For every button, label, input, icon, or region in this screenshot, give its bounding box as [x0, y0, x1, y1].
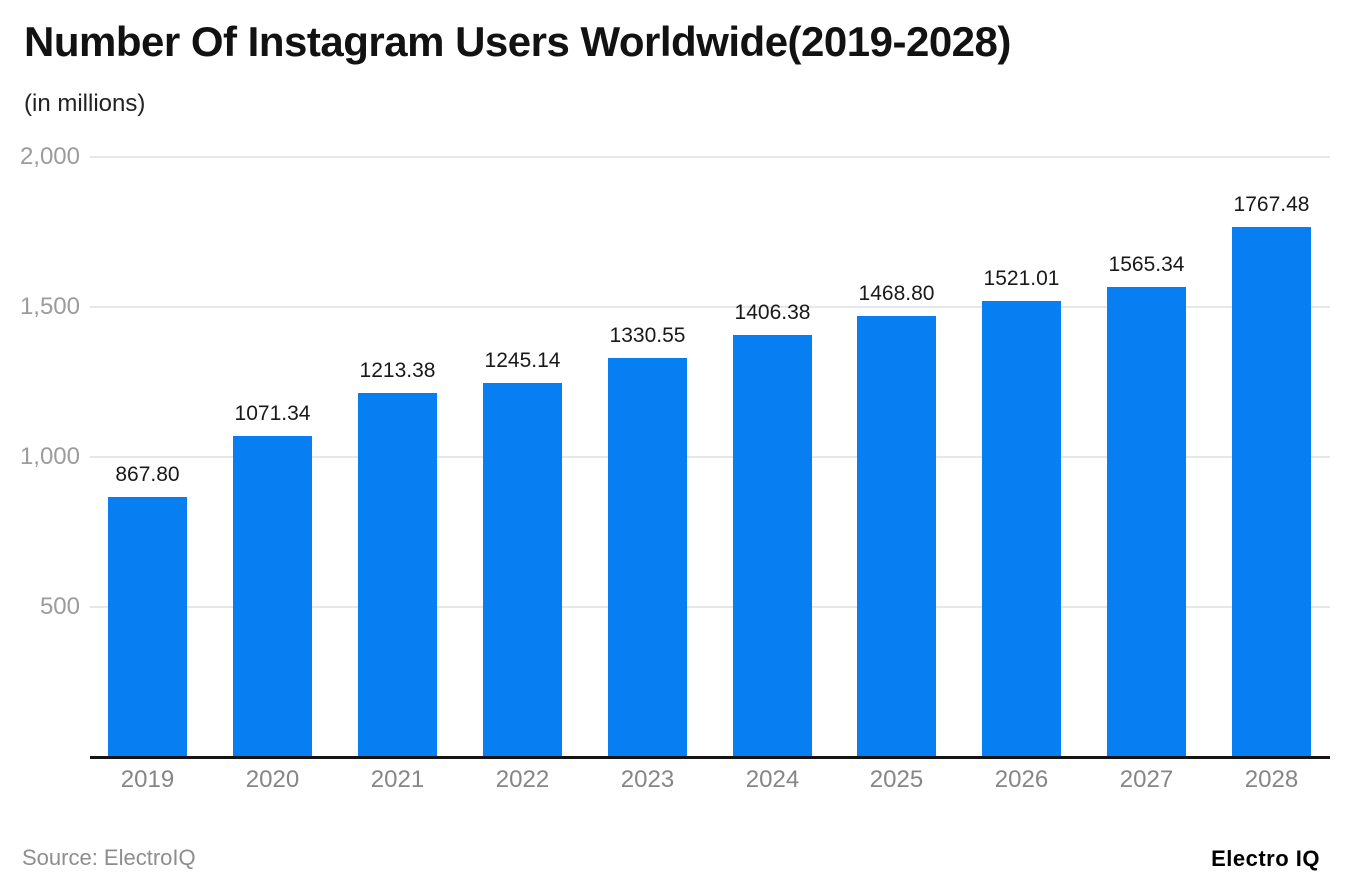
- bar-value-label: 1330.55: [609, 324, 686, 347]
- bar: [233, 436, 312, 757]
- x-axis-label: 2021: [370, 766, 425, 793]
- bar-value-label: 1071.34: [234, 402, 311, 425]
- bar-value-label: 1565.34: [1108, 253, 1185, 276]
- bar: [108, 497, 187, 757]
- y-axis-label: 2,000: [19, 143, 80, 170]
- bar: [1107, 287, 1186, 757]
- gridline: [90, 156, 1330, 158]
- x-axis-label: 2028: [1244, 766, 1299, 793]
- x-axis-label: 2020: [245, 766, 300, 793]
- bar: [483, 383, 562, 757]
- x-axis-label: 2019: [120, 766, 175, 793]
- bar-value-label: 1406.38: [734, 301, 811, 324]
- gridline: [90, 606, 1330, 608]
- gridline: [90, 306, 1330, 308]
- x-axis-label: 2023: [620, 766, 675, 793]
- x-axis-label: 2024: [745, 766, 800, 793]
- x-axis-label: 2026: [994, 766, 1049, 793]
- bar-value-label: 867.80: [115, 463, 180, 486]
- bar: [358, 393, 437, 757]
- y-axis-label: 1,000: [19, 443, 80, 470]
- bar-value-label: 1213.38: [359, 359, 436, 382]
- bar: [982, 301, 1061, 757]
- bar: [857, 316, 936, 757]
- source-credit: Source: ElectroIQ: [22, 845, 196, 870]
- bar-value-label: 1521.01: [983, 267, 1060, 290]
- y-axis-label: 500: [39, 593, 80, 620]
- x-axis-label: 2027: [1119, 766, 1174, 793]
- y-axis-label: 1,500: [19, 293, 80, 320]
- bar-value-label: 1767.48: [1233, 193, 1310, 216]
- brand-logo: Electro IQ: [1211, 846, 1320, 871]
- x-axis-line: [90, 756, 1330, 759]
- bar: [608, 358, 687, 757]
- chart-title: Number Of Instagram Users Worldwide(2019…: [24, 18, 1011, 65]
- bar: [733, 335, 812, 757]
- bar: [1232, 227, 1311, 757]
- bar-value-label: 1468.80: [858, 282, 935, 305]
- gridline: [90, 456, 1330, 458]
- x-axis-label: 2022: [495, 766, 550, 793]
- x-axis-label: 2025: [869, 766, 924, 793]
- bar-value-label: 1245.14: [484, 349, 561, 372]
- chart-subtitle: (in millions): [24, 90, 146, 117]
